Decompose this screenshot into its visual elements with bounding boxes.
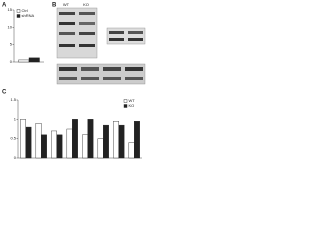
y-tick-label: 1.5 [10, 97, 16, 102]
bar [128, 142, 135, 159]
bar [51, 130, 57, 159]
y-tick-label: 15 [8, 7, 13, 12]
legend-swatch [16, 9, 21, 13]
bar [20, 119, 26, 159]
y-tick-label: 0.5 [10, 136, 16, 141]
panel-label: B [52, 3, 57, 9]
bar [97, 138, 104, 159]
y-tick-label: 0 [10, 59, 13, 64]
panel-label: C [2, 90, 7, 96]
y-tick-label: 5 [10, 42, 13, 47]
lane-label: WT [63, 2, 70, 7]
bar [82, 134, 88, 159]
legend-label: KO [129, 103, 135, 108]
bar [41, 134, 47, 159]
legend-label: shRNA [22, 13, 35, 18]
lane-label: KO [83, 2, 89, 7]
bar [118, 124, 125, 159]
legend-swatch [123, 99, 128, 103]
y-tick-label: 0 [14, 155, 17, 160]
legend-swatch [16, 14, 21, 18]
bar [72, 119, 78, 159]
bar [134, 121, 140, 159]
legend-label: Ctrl [22, 8, 28, 13]
y-tick-label: 1 [14, 116, 17, 121]
bar [25, 126, 32, 159]
bar [35, 122, 42, 159]
y-tick-label: 10 [8, 24, 13, 29]
bar [103, 124, 109, 159]
page: A B C WT KO 0 5 10 15 Ctrl shRNA 0 0.5 1 1.5 WT KO … [0, 0, 150, 180]
bar [87, 119, 94, 159]
legend-swatch [123, 104, 128, 108]
panel-label: A [2, 3, 7, 9]
legend-label: WT [129, 98, 136, 103]
blot [56, 7, 146, 85]
bar [66, 128, 73, 159]
bar [56, 134, 63, 159]
bar [18, 59, 30, 63]
bar [113, 121, 119, 159]
bar [28, 57, 40, 63]
